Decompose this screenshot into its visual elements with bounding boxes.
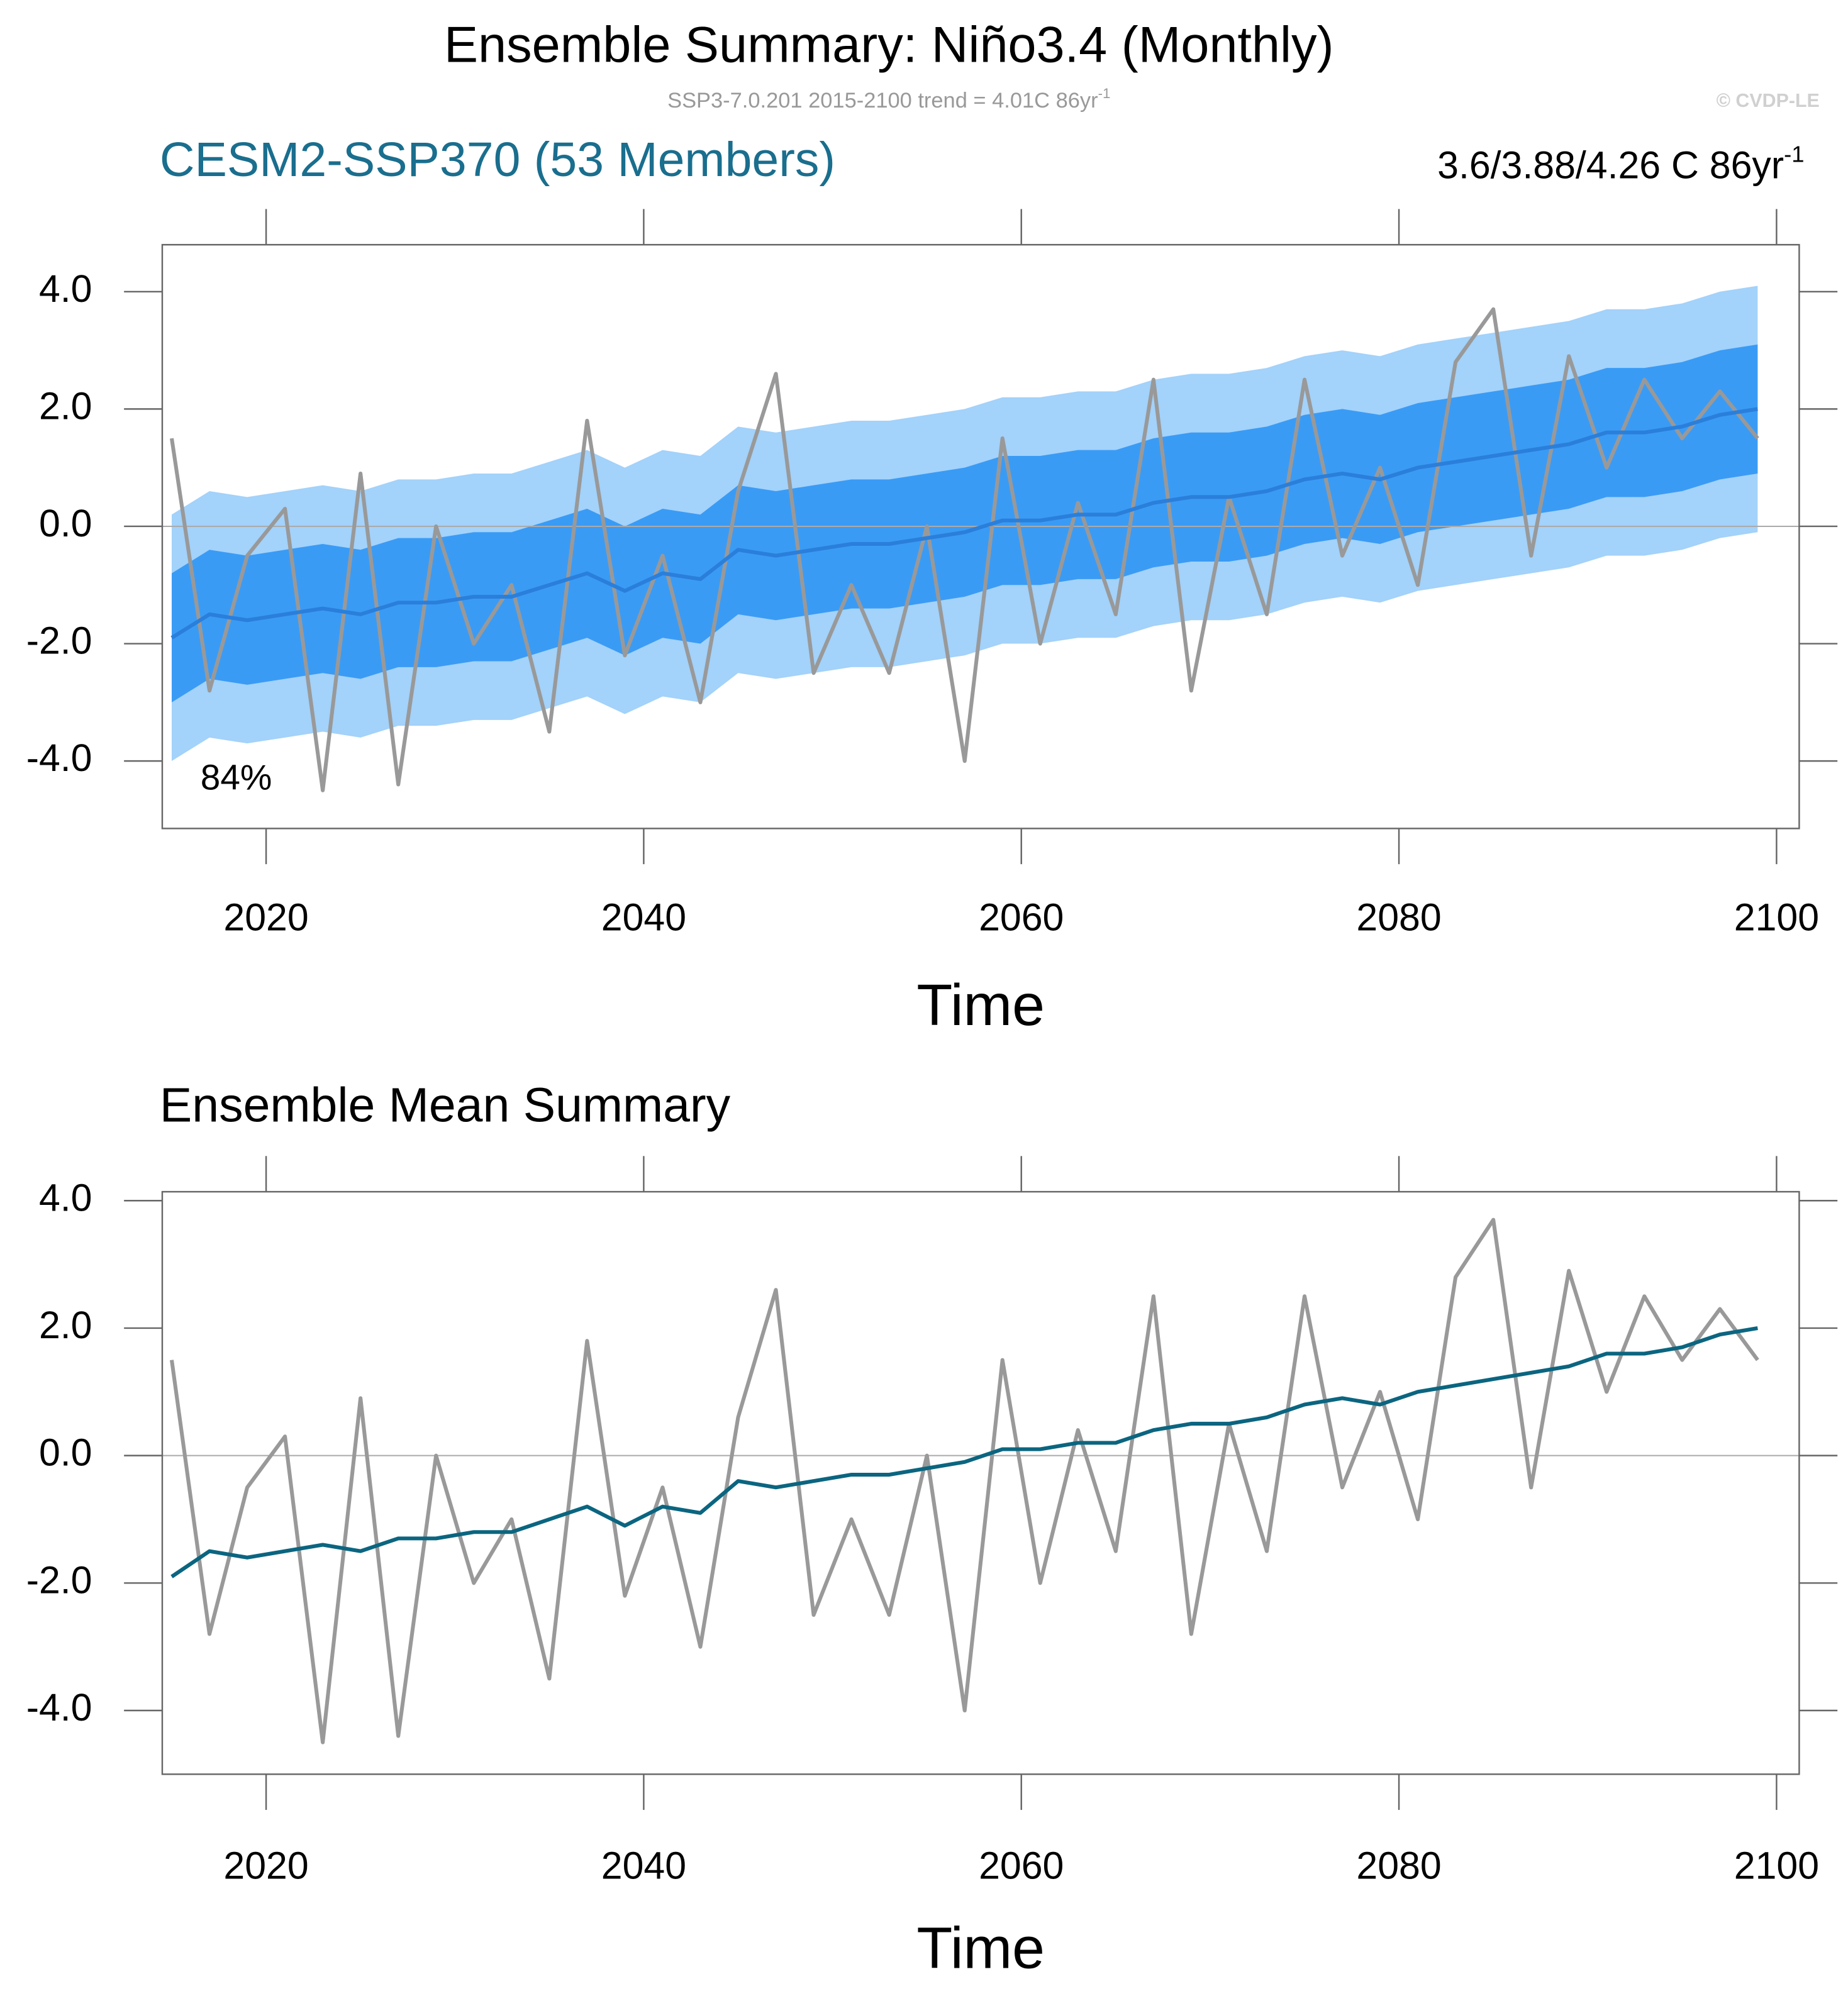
page-title: Ensemble Summary: Niño3.4 (Monthly)	[444, 16, 1334, 73]
series-line	[170, 407, 1758, 640]
y-tick-label: 4.0	[39, 1176, 92, 1219]
chart-title: Ensemble Mean Summary	[160, 1078, 731, 1133]
x-tick-label: 2040	[601, 895, 686, 938]
y-tick-label: -2.0	[26, 619, 92, 662]
x-tick-label: 2060	[979, 895, 1064, 938]
band	[171, 344, 1758, 702]
x-axis-label: Time	[916, 972, 1045, 1038]
y-tick-label: 2.0	[39, 384, 92, 427]
y-tick-label: -4.0	[26, 736, 92, 779]
y-tick-label: 0.0	[39, 1431, 92, 1474]
plot-frame	[161, 243, 1800, 829]
x-axis-label: Time	[916, 1916, 1045, 1981]
subtitle-sup: -1	[1098, 86, 1111, 101]
x-tick-label: 2020	[223, 895, 308, 938]
x-tick-label: 2100	[1734, 895, 1819, 938]
x-tick-label: 2100	[1734, 1844, 1819, 1887]
x-tick-label: 2020	[223, 1844, 308, 1887]
series-line	[169, 307, 1759, 792]
y-tick-label: -2.0	[26, 1558, 92, 1601]
title-right-text: 3.6/3.88/4.26 C 86yr	[1437, 144, 1784, 187]
subtitle-text: SSP3-7.0.201 2015-2100 trend = 4.01C 86y…	[667, 89, 1098, 113]
series-line	[170, 1326, 1758, 1578]
annotation: 84%	[201, 758, 272, 797]
x-tick-label: 2080	[1356, 895, 1441, 938]
y-tick-label: -4.0	[26, 1686, 92, 1729]
chart-title-right: 3.6/3.88/4.26 C 86yr-1	[1437, 141, 1804, 187]
x-tick-label: 2040	[601, 1844, 686, 1887]
credit: © CVDP-LE	[1717, 90, 1820, 111]
y-tick-label: 4.0	[39, 267, 92, 310]
series-line	[169, 1217, 1759, 1744]
y-tick-label: 0.0	[39, 502, 92, 545]
chart-title: CESM2-SSP370 (53 Members)	[160, 133, 835, 187]
x-tick-label: 2080	[1356, 1844, 1441, 1887]
title-right-sup: -1	[1784, 141, 1804, 167]
page-subtitle: SSP3-7.0.201 2015-2100 trend = 4.01C 86y…	[667, 86, 1110, 113]
x-tick-label: 2060	[979, 1844, 1064, 1887]
plot-frame	[161, 1190, 1800, 1775]
y-tick-label: 2.0	[39, 1304, 92, 1346]
